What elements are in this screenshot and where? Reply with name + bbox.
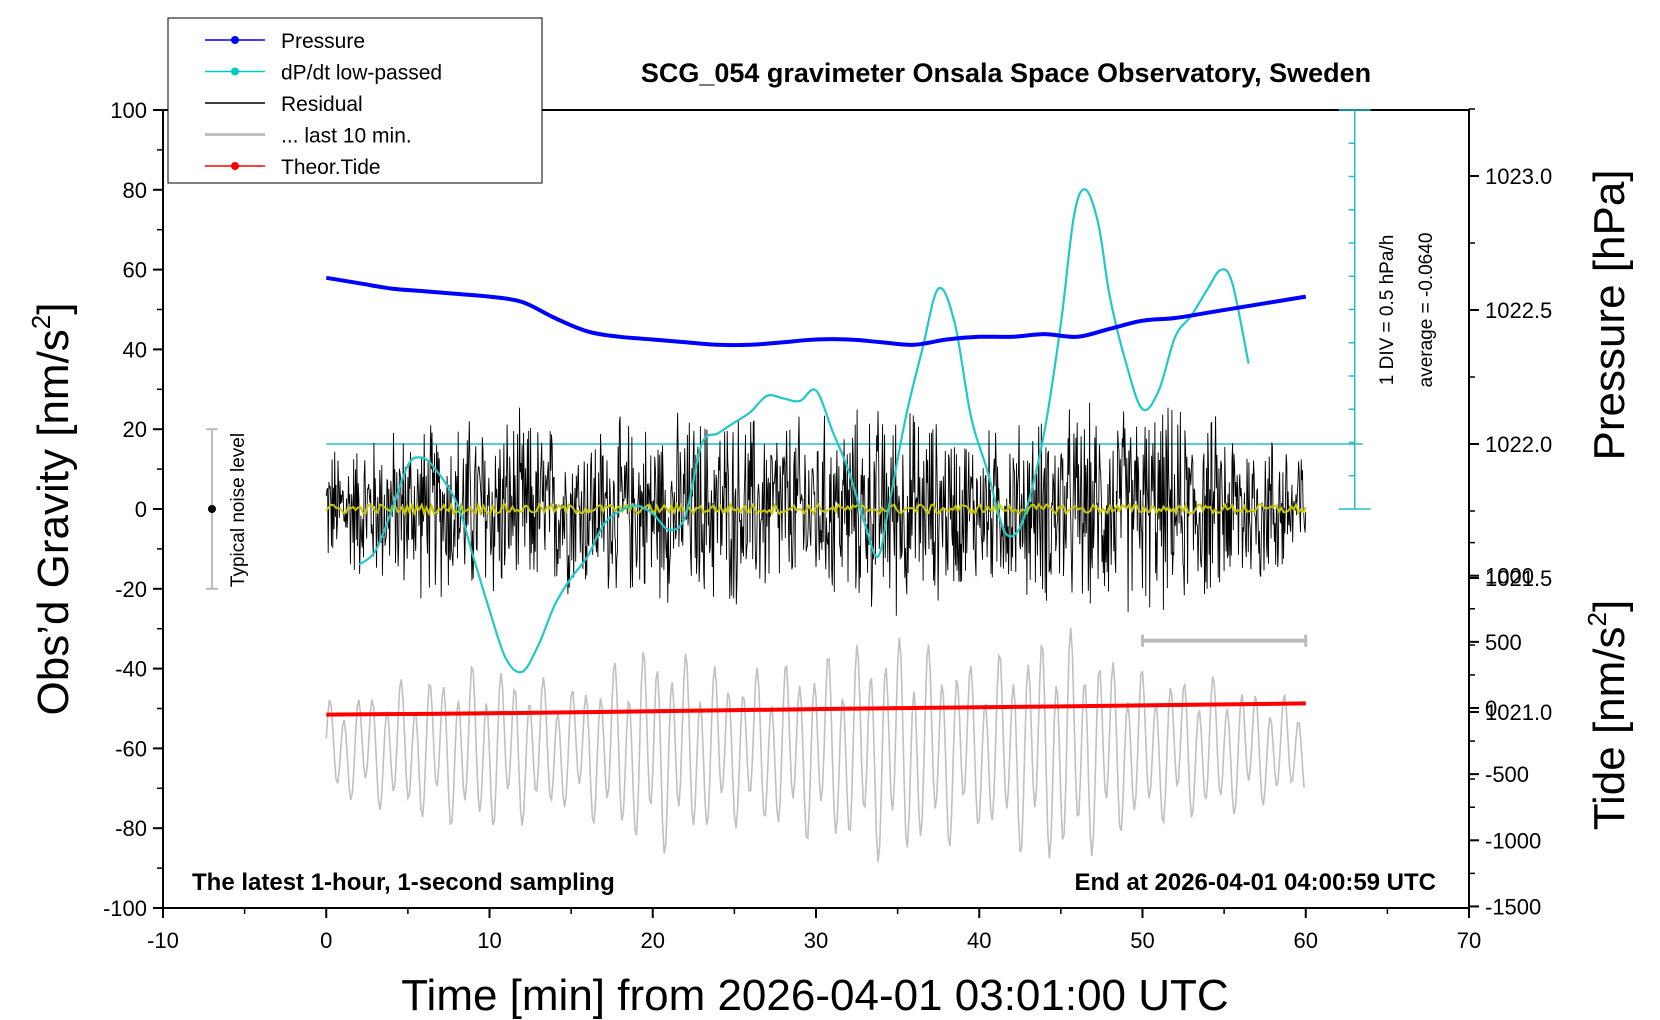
pressure-tick-label: 1021.0 [1485,700,1552,725]
legend-box [167,17,543,184]
dpdt-average-note: average = -0.0640 [1416,233,1437,388]
left-tick-label: 20 [123,417,147,442]
tide-tick-label: 500 [1485,630,1522,655]
x-tick-label: 20 [641,928,665,953]
x-axis-title: Time [min] from 2026-04-01 03:01:00 UTC [401,971,1228,1020]
chart-title: SCG_054 gravimeter Onsala Space Observat… [641,58,1371,88]
x-tick-label: -10 [147,928,179,953]
series-pressure [325,275,1307,348]
tide-label-end: ] [1585,600,1634,612]
legend: Pressure dP/dt low-passed Residual ... last… [167,17,543,184]
pressure-tick-label: 1022.5 [1485,298,1552,323]
noise-center-dot [207,505,216,513]
dpdt-scale-note: 1 DIV = 0.5 hPa/h [1377,235,1398,386]
axes-layer: -10 0 10 20 30 40 50 60 70100806040200-20-40-60-… [103,98,1552,953]
series-tide [326,701,1306,717]
legend-swatch-marker [231,162,239,170]
legend-swatch-marker [231,67,239,76]
legend-label: Theor.Tide [281,156,381,179]
left-tick-label: -20 [115,577,147,602]
pressure-tick-label: 1022.0 [1485,432,1552,457]
gravity-label-end: ] [29,302,78,314]
left-tick-label: 60 [123,258,147,283]
y-axis-title-gravity: Obs’d Gravity [nm/s2] [26,302,78,715]
series-mean [325,501,1307,518]
x-tick-label: 30 [804,928,828,953]
tide-tick-label: 1000 [1485,564,1534,589]
left-tick-label: 80 [123,178,147,203]
footer-right-note: End at 2026-04-01 04:00:59 UTC [1075,869,1437,896]
tide-label-main: Tide [nm/s [1585,626,1634,830]
left-tick-label: -80 [115,816,147,841]
y-axis-title-tide: Tide [nm/s2] [1582,600,1634,830]
left-tick-label: -60 [115,736,147,761]
left-tick-label: 40 [123,337,147,362]
gravity-label-sup: 2 [26,315,56,329]
x-tick-label: 50 [1130,928,1154,953]
guide-layer [205,109,1371,647]
left-tick-label: -100 [103,896,147,921]
series-dpdt [358,188,1250,674]
gravity-label-main: Obs’d Gravity [nm/s [29,329,78,715]
left-tick-label: 0 [135,497,147,522]
noise-level-label: Typical noise level [228,433,249,587]
pressure-tick-label: 1021.5 [1485,566,1552,591]
legend-label: ... last 10 min. [281,125,412,148]
y-axis-title-pressure: Pressure [hPa] [1585,169,1634,460]
legend-label: Pressure [281,30,365,53]
pressure-tick-label: 1023.0 [1485,164,1552,189]
series-residual [325,402,1307,616]
tide-tick-label: 0 [1485,696,1497,721]
x-tick-label: 40 [967,928,991,953]
series-last-10min [325,627,1305,862]
series-layer [325,188,1307,862]
x-tick-label: 60 [1294,928,1318,953]
tide-label-sup: 2 [1582,612,1612,626]
legend-label: Residual [281,93,363,116]
tide-tick-label: -500 [1485,762,1529,787]
x-tick-label: 0 [320,928,332,953]
tide-tick-label: -1500 [1485,894,1541,919]
x-tick-label: 10 [477,928,501,953]
legend-label: dP/dt low-passed [281,62,442,85]
left-tick-label: -40 [115,657,147,682]
footer-left-note: The latest 1-hour, 1-second sampling [192,869,615,896]
x-tick-label: 70 [1457,928,1481,953]
legend-swatch-marker [231,36,239,44]
left-tick-label: 100 [110,98,147,123]
tide-tick-label: -1000 [1485,828,1541,853]
